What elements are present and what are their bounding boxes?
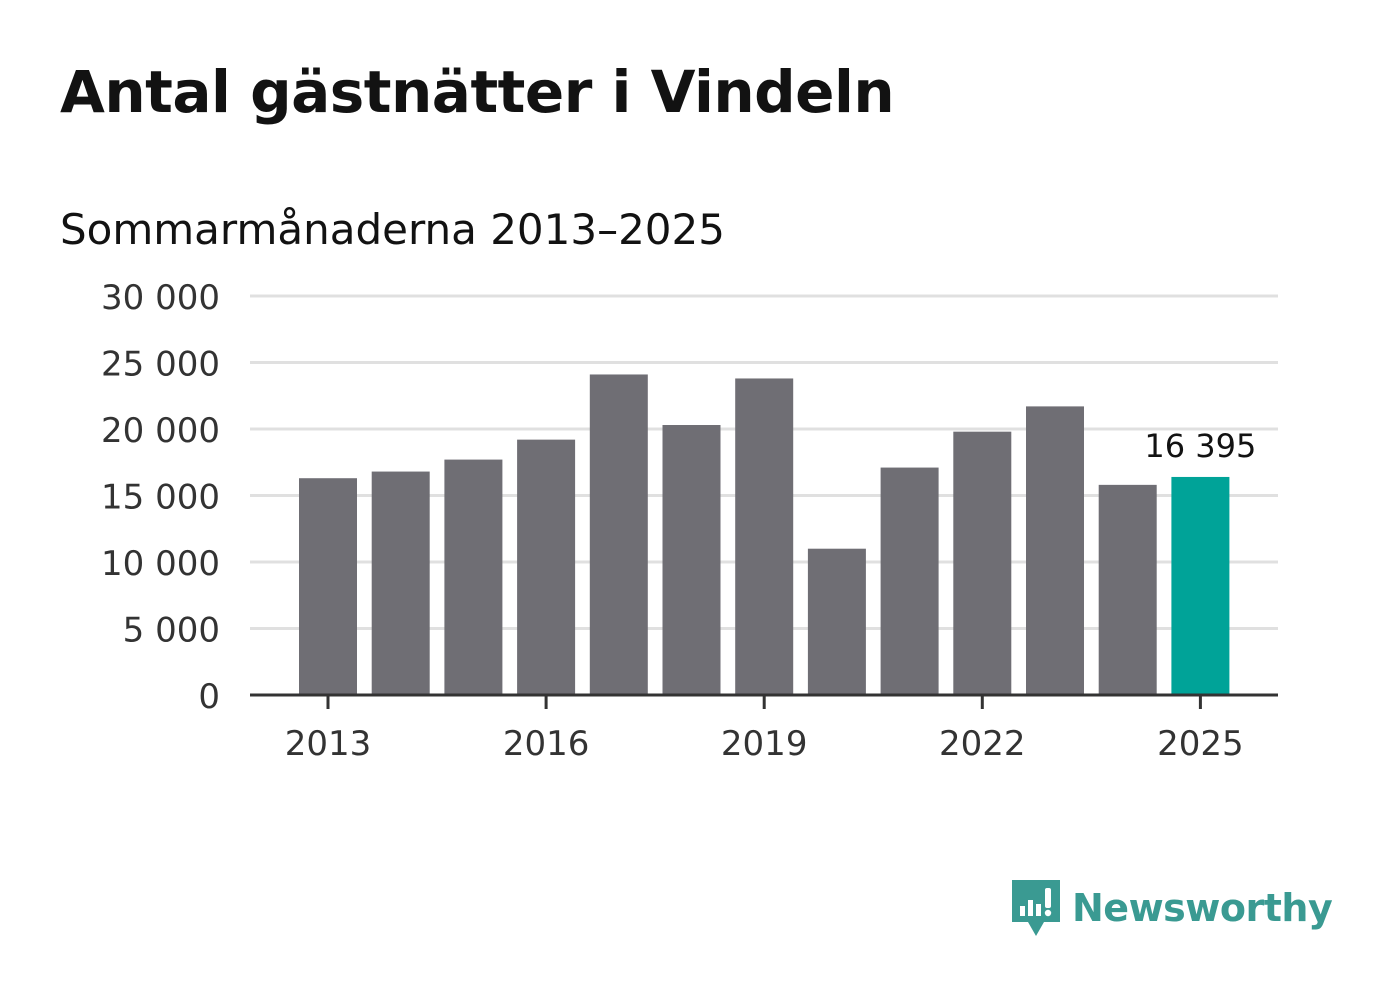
bar-2023 <box>1026 406 1084 695</box>
x-tick-label: 2013 <box>285 724 372 764</box>
bar-2020 <box>807 548 866 695</box>
bar-2016 <box>517 439 576 695</box>
y-tick-label: 25 000 <box>101 345 220 385</box>
bar-2015 <box>444 459 503 695</box>
y-tick-label: 15 000 <box>101 478 220 518</box>
bar-2024 <box>1098 484 1157 695</box>
bar-2021 <box>880 467 939 695</box>
bar-2013 <box>299 478 357 695</box>
newsworthy-wordmark: Newsworthy <box>1072 886 1333 930</box>
data-label: 16 395 <box>1144 427 1256 465</box>
y-tick-label: 10 000 <box>101 544 220 584</box>
x-tick-label: 2025 <box>1157 724 1244 764</box>
y-tick-label: 0 <box>198 677 220 717</box>
bar-2014 <box>371 471 430 695</box>
y-tick-label: 30 000 <box>101 278 220 318</box>
bar-2018 <box>662 425 721 695</box>
x-tick-label: 2019 <box>721 724 808 764</box>
bar-2017 <box>589 374 648 695</box>
bar-2022 <box>953 431 1012 695</box>
y-tick-label: 20 000 <box>101 411 220 451</box>
chart-title: Antal gästnätter i Vindeln <box>60 58 895 126</box>
bar-2025 <box>1171 476 1230 695</box>
newsworthy-logo: Newsworthy <box>1010 878 1333 938</box>
bar-2019 <box>735 378 794 695</box>
y-tick-label: 5 000 <box>123 611 220 651</box>
x-tick-label: 2016 <box>503 724 590 764</box>
x-tick-label: 2022 <box>939 724 1026 764</box>
chart-subtitle: Sommarmånaderna 2013–2025 <box>60 205 725 254</box>
newsworthy-logo-icon <box>1012 880 1060 936</box>
